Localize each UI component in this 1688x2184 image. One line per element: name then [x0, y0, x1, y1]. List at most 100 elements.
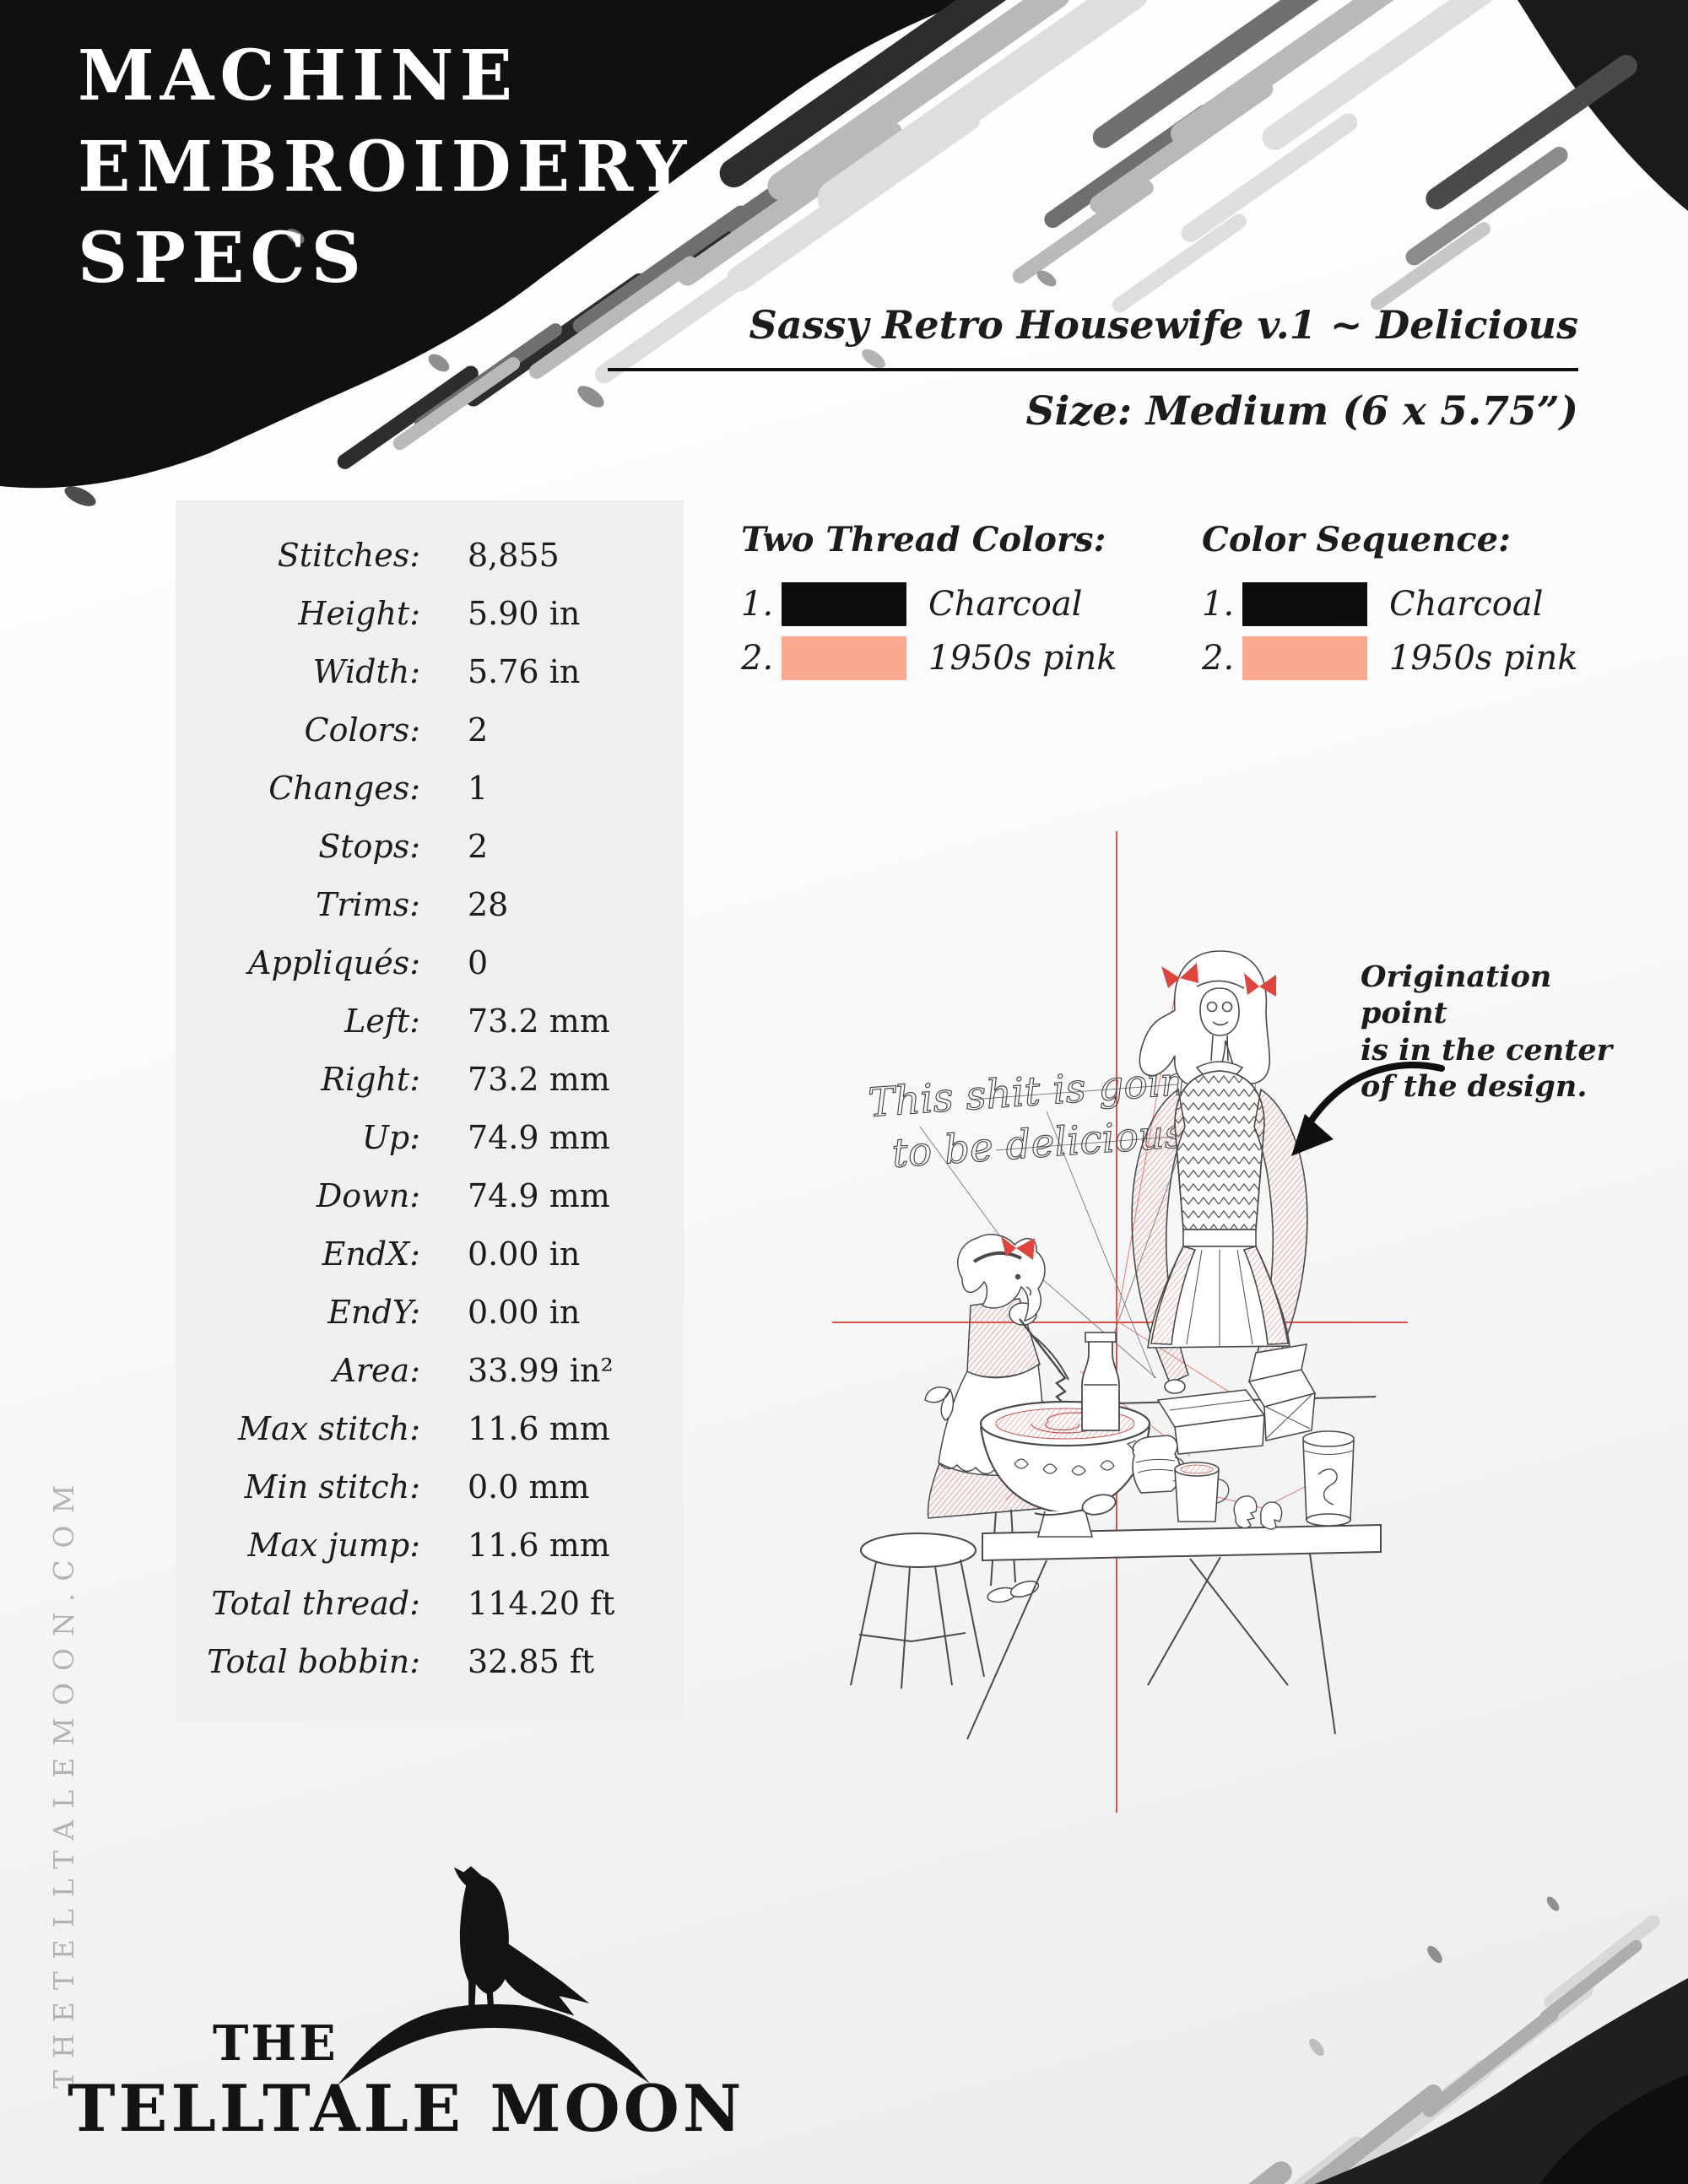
spec-value: 5.76 in	[468, 652, 581, 690]
spec-label: Left:	[344, 1002, 420, 1040]
sequence-color-number: 2.	[1202, 639, 1235, 678]
woman-smile	[1212, 1021, 1229, 1026]
thread-color-item: 1. Charcoal	[741, 581, 1117, 627]
bowl-scroll-decoration	[1014, 1458, 1115, 1476]
spec-label: Changes:	[268, 769, 420, 807]
table-items	[979, 1332, 1355, 1538]
sequence-color-name: Charcoal	[1389, 585, 1544, 624]
spec-label: EndY:	[327, 1293, 420, 1331]
spec-label: Min stitch:	[244, 1468, 420, 1506]
woman-left-hand	[1164, 1379, 1186, 1394]
spec-value: 74.9 mm	[468, 1118, 610, 1156]
spec-row: Width: 5.76 in	[176, 642, 684, 700]
girl-eye	[1014, 1273, 1021, 1280]
spec-label: Total thread:	[211, 1584, 420, 1622]
spec-label: Appliqués:	[248, 943, 420, 981]
spec-value: 2	[468, 827, 489, 865]
black-brush-mass	[0, 0, 971, 489]
origination-note-line2: is in the center	[1361, 1032, 1613, 1068]
woman-waistband	[1182, 1229, 1257, 1247]
origination-note-line1: Origination point	[1361, 960, 1552, 1031]
spec-label: Area:	[333, 1351, 420, 1389]
design-size: Size: Medium (6 x 5.75”)	[1025, 388, 1578, 435]
spec-value: 11.6 mm	[468, 1409, 610, 1447]
spec-row: Total thread: 114.20 ft	[176, 1574, 684, 1632]
brush-stroke-footer	[1080, 1896, 1688, 2184]
cracked-egg	[1233, 1495, 1283, 1530]
canister-flourish	[1317, 1468, 1338, 1506]
spec-row: Changes: 1	[176, 759, 684, 817]
spec-label: Max stitch:	[238, 1409, 420, 1447]
brush-specks	[64, 229, 1057, 506]
brush-specks	[1309, 1896, 1560, 2057]
woman-glasses-left	[1206, 1001, 1218, 1013]
table-brace	[1189, 1558, 1289, 1686]
origination-crosshair	[832, 831, 1408, 1813]
woman-face	[1199, 987, 1240, 1036]
spec-row: Colors: 2	[176, 700, 684, 759]
housewife-figure	[1131, 950, 1308, 1394]
pink-swatch	[1242, 636, 1367, 680]
brush-stroke-header	[0, 0, 1688, 506]
thread-color-name: 1950s pink	[928, 639, 1117, 678]
brand-the: THE	[213, 2015, 338, 2072]
charcoal-swatch	[782, 582, 906, 626]
origination-note: Origination point is in the center of th…	[1361, 959, 1614, 1106]
spec-label: Trims:	[315, 885, 420, 923]
thread-color-item: 2. 1950s pink	[741, 635, 1117, 681]
thread-color-number: 2.	[741, 639, 774, 678]
brush-strokes-pale	[594, 0, 1496, 384]
spec-value: 11.6 mm	[468, 1526, 610, 1564]
telltale-moon-logo	[338, 1866, 650, 2085]
spec-row: Left: 73.2 mm	[176, 992, 684, 1050]
spec-value: 2	[468, 711, 489, 749]
spec-value: 74.9 mm	[468, 1176, 610, 1214]
page-title-line3: SPECS	[78, 218, 367, 299]
sequence-color-item: 1. Charcoal	[1202, 581, 1577, 627]
apron-bow	[924, 1387, 955, 1421]
woman-hair-bows	[1161, 963, 1276, 997]
woman-neck	[1210, 1035, 1214, 1062]
spec-row: Area: 33.99 in²	[176, 1341, 684, 1399]
spec-label: Height:	[298, 594, 420, 632]
girl-hair-bow	[1001, 1236, 1035, 1260]
spec-row: Up: 74.9 mm	[176, 1108, 684, 1166]
spec-value: 0	[468, 943, 489, 981]
spec-row: EndY: 0.00 in	[176, 1283, 684, 1341]
spec-label: Stops:	[318, 827, 420, 865]
color-sequence-section: Color Sequence: 1. Charcoal 2. 1950s pin…	[1202, 520, 1577, 689]
charcoal-swatch	[1242, 582, 1367, 626]
spec-label: Total bobbin:	[207, 1642, 420, 1680]
sequence-color-item: 2. 1950s pink	[1202, 635, 1577, 681]
thread-colors-section: Two Thread Colors: 1. Charcoal 2. 1950s …	[741, 520, 1117, 689]
spec-row: Total bobbin: 32.85 ft	[176, 1632, 684, 1690]
woman-bangs	[1196, 980, 1245, 989]
spec-value: 73.2 mm	[468, 1060, 610, 1098]
embroidery-design-preview: This shit is going to be delicious.	[832, 831, 1408, 1813]
table-brace	[1147, 1556, 1221, 1686]
spec-label: Down:	[316, 1176, 420, 1214]
spec-panel: Stitches: 8,855 Height: 5.90 in Width: 5.76…	[176, 500, 684, 1722]
woman-skirt-band-left	[1150, 1246, 1197, 1345]
page-title-line2: EMBROIDERY	[78, 127, 693, 208]
girl-hair	[957, 1234, 1046, 1322]
sequence-color-name: 1950s pink	[1389, 639, 1578, 678]
milk-bottle	[1081, 1332, 1120, 1431]
flour-canister	[1302, 1430, 1355, 1527]
spec-row: Max stitch: 11.6 mm	[176, 1399, 684, 1457]
pink-swatch	[782, 636, 906, 680]
spec-value: 5.90 in	[468, 594, 581, 632]
spec-value: 8,855	[468, 536, 560, 574]
website-vertical-text: THETELLTALEMOON.COM	[47, 1473, 80, 2089]
spec-value: 1	[468, 769, 489, 807]
woman-torso-chevron	[1174, 1070, 1265, 1230]
thread-colors-title: Two Thread Colors:	[741, 520, 1106, 560]
title-divider	[608, 368, 1578, 371]
spec-row: Stops: 2	[176, 817, 684, 875]
thread-color-number: 1.	[741, 585, 774, 624]
spec-label: EndX:	[322, 1235, 420, 1273]
spec-value: 73.2 mm	[468, 1002, 610, 1040]
crescent-moon	[338, 2004, 650, 2085]
skirt-gathers	[1186, 1249, 1253, 1346]
